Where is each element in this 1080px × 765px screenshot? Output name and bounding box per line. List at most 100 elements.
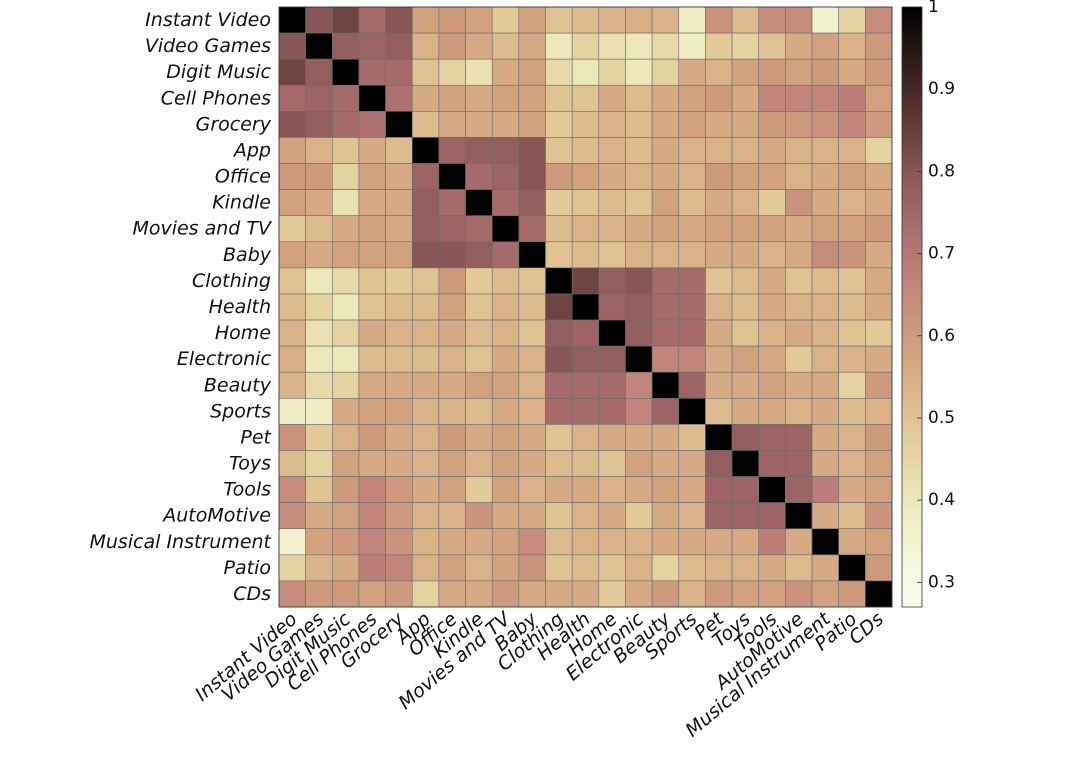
heatmap-cell-13-7	[465, 345, 493, 373]
heatmap-cell-0-9	[518, 6, 546, 34]
row-label: Toys	[229, 453, 271, 475]
heatmap-cell-19-11	[571, 502, 600, 530]
heatmap-cell-1-14	[651, 32, 680, 60]
heatmap-cell-18-17	[731, 476, 760, 503]
heatmap-cell-20-14	[651, 528, 680, 556]
heatmap-cell-9-5	[411, 241, 440, 269]
heatmap-cell-21-13	[625, 554, 653, 582]
heatmap-cell-10-14	[651, 267, 680, 295]
heatmap-cell-10-12	[598, 267, 626, 295]
heatmap-cell-6-6	[438, 163, 466, 190]
row-label: Home	[215, 322, 271, 344]
heatmap-cell-7-15	[678, 189, 706, 217]
heatmap-cell-14-13	[625, 371, 653, 399]
row-label: Clothing	[192, 270, 271, 292]
heatmap-cell-14-22	[865, 371, 893, 399]
heatmap-cell-15-21	[838, 397, 866, 425]
heatmap-cell-19-21	[838, 502, 866, 530]
heatmap-cell-11-16	[705, 293, 733, 321]
heatmap-cell-2-21	[838, 58, 866, 86]
heatmap-cell-18-22	[865, 476, 893, 503]
heatmap-cell-21-1	[305, 554, 333, 582]
heatmap-cell-5-7	[465, 137, 493, 164]
heatmap-cell-11-14	[651, 293, 680, 321]
heatmap-cell-16-0	[278, 424, 306, 451]
heatmap-cell-22-5	[411, 580, 440, 608]
heatmap-cell-16-1	[305, 424, 333, 451]
heatmap-cell-1-22	[865, 32, 893, 60]
heatmap-cell-15-5	[411, 397, 440, 425]
heatmap-cell-0-4	[385, 6, 413, 34]
heatmap-cell-9-1	[305, 241, 333, 269]
heatmap-cell-7-0	[278, 189, 306, 217]
heatmap-cell-22-21	[838, 580, 866, 608]
heatmap-cell-15-6	[438, 397, 466, 425]
heatmap-cell-18-9	[518, 476, 546, 503]
heatmap-cell-15-0	[278, 397, 306, 425]
heatmap-cell-0-21	[838, 6, 866, 34]
heatmap-cell-21-7	[465, 554, 493, 582]
heatmap-cell-4-15	[678, 111, 706, 138]
heatmap-cell-9-14	[651, 241, 680, 269]
heatmap-cell-12-16	[705, 319, 733, 347]
heatmap-cell-15-19	[785, 397, 813, 425]
heatmap-cell-19-17	[731, 502, 760, 530]
heatmap-cell-19-12	[598, 502, 626, 530]
heatmap-cell-10-5	[411, 267, 440, 295]
heatmap-cell-10-16	[705, 267, 733, 295]
heatmap-cell-4-14	[651, 111, 680, 138]
heatmap-cell-10-19	[785, 267, 813, 295]
heatmap-cell-16-16	[705, 424, 733, 451]
heatmap-cell-2-11	[571, 58, 600, 86]
heatmap-cell-0-3	[358, 6, 386, 34]
heatmap-cell-3-13	[625, 84, 653, 112]
heatmap-cell-13-10	[545, 345, 573, 373]
heatmap-cell-20-20	[811, 528, 839, 556]
heatmap-cell-15-11	[571, 397, 600, 425]
heatmap-cell-4-4	[385, 111, 413, 138]
heatmap-cell-7-19	[785, 189, 813, 217]
heatmap-cell-20-9	[518, 528, 546, 556]
heatmap-cell-8-14	[651, 215, 680, 243]
heatmap-cell-14-19	[785, 371, 813, 399]
heatmap-cell-18-5	[411, 476, 440, 503]
heatmap-cell-13-17	[731, 345, 760, 373]
heatmap-cell-2-2	[331, 58, 360, 86]
heatmap-cell-11-9	[518, 293, 546, 321]
heatmap-cell-22-11	[571, 580, 600, 608]
heatmap-cell-13-3	[358, 345, 386, 373]
heatmap-cell-21-14	[651, 554, 680, 582]
heatmap-cell-0-17	[731, 6, 760, 34]
heatmap-cell-22-14	[651, 580, 680, 608]
heatmap-cell-20-15	[678, 528, 706, 556]
heatmap-cell-10-17	[731, 267, 760, 295]
heatmap-cell-9-17	[731, 241, 760, 269]
heatmap-cell-12-14	[651, 319, 680, 347]
heatmap-cell-1-18	[758, 32, 786, 60]
heatmap-cell-7-11	[571, 189, 600, 217]
heatmap-cell-14-12	[598, 371, 626, 399]
colorbar-gradient	[901, 6, 923, 608]
heatmap-cell-11-7	[465, 293, 493, 321]
heatmap-cell-4-19	[785, 111, 813, 138]
heatmap-cell-7-17	[731, 189, 760, 217]
heatmap-cell-1-0	[278, 32, 306, 60]
heatmap-cell-15-13	[625, 397, 653, 425]
heatmap-cell-16-9	[518, 424, 546, 451]
heatmap-cell-21-8	[491, 554, 520, 582]
heatmap-cell-17-18	[758, 450, 786, 477]
heatmap-cell-22-6	[438, 580, 466, 608]
heatmap-cell-19-18	[758, 502, 786, 530]
heatmap-cell-10-4	[385, 267, 413, 295]
heatmap-cell-18-6	[438, 476, 466, 503]
heatmap-cell-8-8	[491, 215, 520, 243]
heatmap-cell-10-13	[625, 267, 653, 295]
heatmap-cell-3-4	[385, 84, 413, 112]
heatmap-cell-5-11	[571, 137, 600, 164]
heatmap-cell-15-12	[598, 397, 626, 425]
heatmap-cell-17-10	[545, 450, 573, 477]
heatmap-cell-15-17	[731, 397, 760, 425]
heatmap-cell-0-6	[438, 6, 466, 34]
heatmap-cell-13-15	[678, 345, 706, 373]
heatmap-cell-6-0	[278, 163, 306, 190]
